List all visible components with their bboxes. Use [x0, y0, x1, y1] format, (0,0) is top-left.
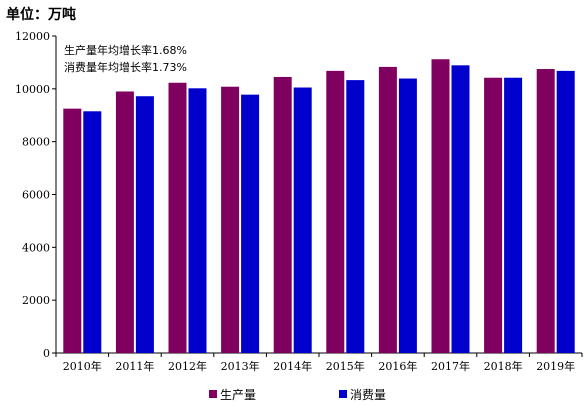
legend-label-production: 生产量 — [220, 387, 257, 402]
bar-production — [326, 70, 345, 354]
bar-production — [168, 82, 187, 353]
legend-swatch-production — [209, 390, 217, 398]
bar-consumption — [83, 111, 102, 353]
y-tick-label: 4000 — [22, 241, 50, 254]
y-tick-label: 0 — [43, 347, 50, 360]
x-tick-label: 2019年 — [536, 359, 575, 373]
x-tick-label: 2013年 — [221, 359, 260, 373]
x-tick-label: 2011年 — [115, 359, 154, 373]
bar-production — [115, 91, 134, 353]
bar-consumption — [241, 94, 260, 354]
y-tick-label: 2000 — [22, 294, 50, 307]
bar-production — [63, 108, 82, 353]
legend-swatch-consumption — [339, 390, 347, 398]
x-tick-label: 2016年 — [378, 359, 417, 373]
unit-label: 单位：万吨 — [6, 7, 76, 23]
bar-consumption — [293, 87, 312, 353]
production-growth-note: 生产量年均增长率1.68% — [64, 44, 187, 57]
bar-production — [273, 76, 292, 353]
x-tick-label: 2012年 — [168, 359, 207, 373]
bar-consumption — [188, 88, 207, 354]
y-tick-label: 10000 — [15, 83, 50, 96]
x-tick-label: 2017年 — [431, 359, 470, 373]
x-tick-label: 2015年 — [326, 359, 365, 373]
bar-consumption — [451, 65, 470, 353]
y-tick-label: 8000 — [22, 136, 50, 149]
bar-consumption — [504, 77, 523, 353]
bar-consumption — [135, 96, 154, 353]
y-tick-label: 6000 — [22, 189, 50, 202]
bar-production — [431, 59, 450, 353]
consumption-growth-note: 消费量年均增长率1.73% — [64, 61, 187, 74]
x-tick-label: 2010年 — [63, 359, 102, 373]
legend-label-consumption: 消费量 — [350, 387, 387, 402]
bar-consumption — [346, 80, 365, 353]
x-tick-label: 2018年 — [484, 359, 523, 373]
bar-production — [484, 77, 503, 353]
bar-production — [221, 86, 240, 353]
legend-item-consumption: 消费量 — [339, 386, 386, 402]
bar-consumption — [556, 70, 575, 354]
bar-production — [536, 69, 555, 353]
bar-consumption — [398, 78, 417, 354]
bar-production — [378, 66, 397, 353]
y-tick-label: 12000 — [15, 30, 50, 43]
x-tick-label: 2014年 — [273, 359, 312, 373]
legend-item-production: 生产量 — [209, 386, 256, 402]
